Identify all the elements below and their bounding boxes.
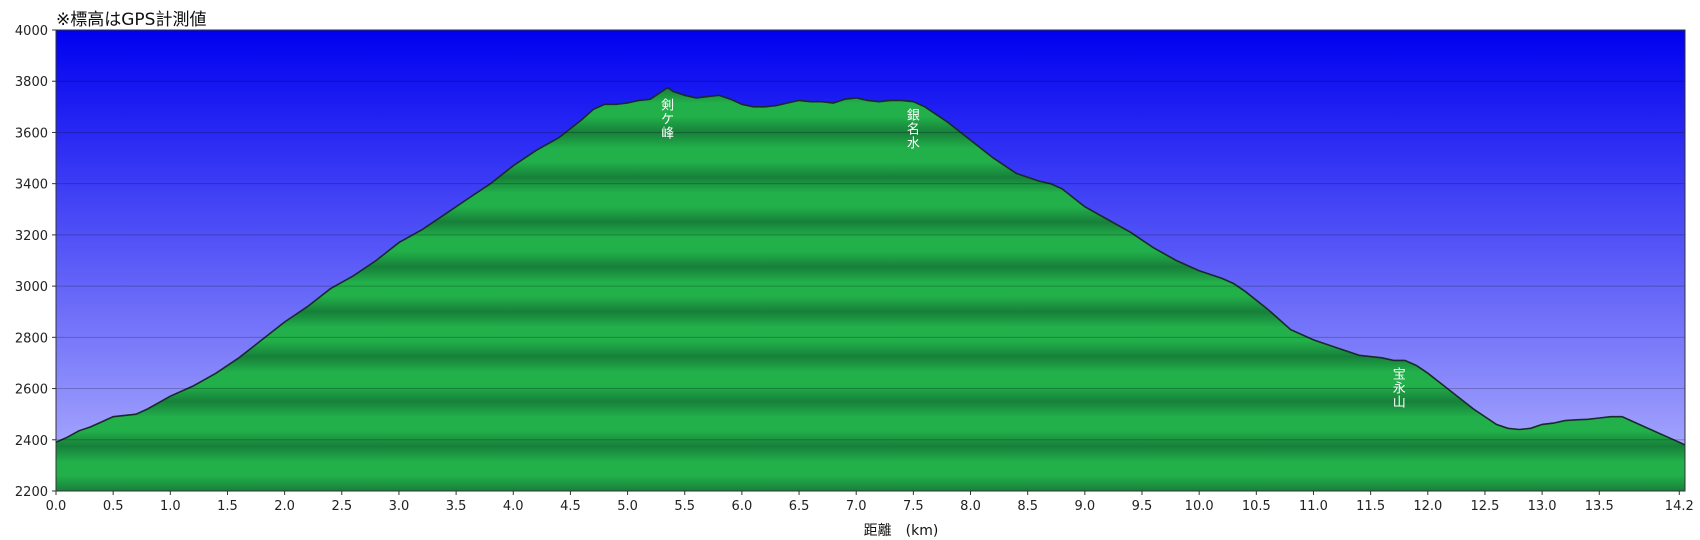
terrain-area [56,87,1685,491]
x-tick-label: 1.0 [160,499,181,514]
x-tick-label: 8.0 [960,499,981,514]
x-tick-label: 3.5 [446,499,467,514]
chart-note: ※標高はGPS計測値 [56,10,206,30]
terrain-outline [56,86,1685,446]
y-tick-label: 3000 [15,280,48,295]
x-tick-label: 4.0 [503,499,524,514]
x-tick-label: 10.0 [1185,499,1214,514]
x-tick-label: 5.0 [617,499,638,514]
x-tick-label: 12.0 [1413,499,1442,514]
x-tick-label: 12.5 [1470,499,1499,514]
x-tick-label: 7.5 [903,499,924,514]
x-tick-label: 8.5 [1017,499,1038,514]
y-tick-label: 2600 [15,383,48,398]
y-tick-label: 4000 [15,24,48,39]
x-tick-label: 2.0 [274,499,295,514]
x-tick-label: 11.5 [1356,499,1385,514]
x-tick-label: 13.0 [1528,499,1557,514]
y-tick-label: 2800 [15,331,48,346]
x-tick-label: 10.5 [1242,499,1271,514]
y-tick-label: 2400 [15,434,48,449]
x-tick-label: 0.0 [46,499,67,514]
y-tick-label: 2200 [15,485,48,500]
x-tick-label: 7.0 [846,499,867,514]
x-tick-label: 5.5 [674,499,695,514]
x-tick-label: 14.2 [1665,499,1694,514]
x-tick-label: 2.5 [331,499,352,514]
plot-frame [55,29,1686,492]
y-tick-label: 3400 [15,178,48,193]
x-tick-label: 3.0 [389,499,410,514]
x-tick-label: 6.5 [789,499,810,514]
x-tick-label: 13.5 [1585,499,1614,514]
x-axis-label: 距離 (km) [864,522,939,539]
x-tick-label: 11.0 [1299,499,1328,514]
peak-annotation: 剣ケ峰 [661,98,674,141]
x-tick-label: 9.5 [1132,499,1153,514]
y-tick-label: 3200 [15,229,48,244]
peak-annotation: 銀名水 [907,109,920,152]
x-tick-label: 6.0 [732,499,753,514]
x-tick-label: 1.5 [217,499,238,514]
x-tick-label: 4.5 [560,499,581,514]
peak-annotation: 宝永山 [1393,367,1406,410]
x-tick-label: 9.0 [1074,499,1095,514]
y-tick-label: 3600 [15,126,48,141]
y-tick-label: 3800 [15,75,48,90]
x-tick-label: 0.5 [103,499,124,514]
